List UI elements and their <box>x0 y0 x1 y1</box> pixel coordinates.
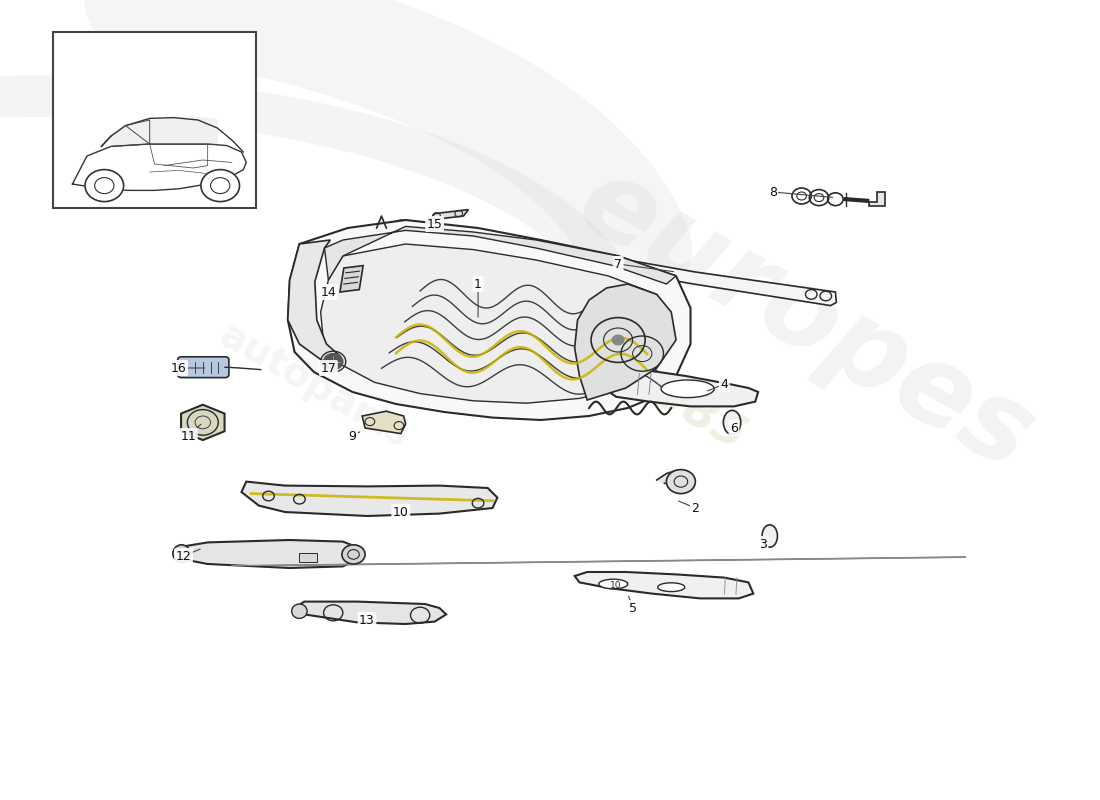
Polygon shape <box>241 482 497 516</box>
Polygon shape <box>288 240 340 364</box>
Polygon shape <box>73 144 246 190</box>
Circle shape <box>613 335 624 345</box>
Text: 13: 13 <box>359 614 375 626</box>
Circle shape <box>342 545 365 564</box>
Text: 5: 5 <box>628 602 637 614</box>
Polygon shape <box>150 118 218 144</box>
Text: 4: 4 <box>720 378 728 390</box>
Polygon shape <box>320 244 671 403</box>
Polygon shape <box>295 602 447 624</box>
Text: 9: 9 <box>349 430 356 442</box>
Polygon shape <box>324 226 676 284</box>
Ellipse shape <box>661 380 714 398</box>
Text: 6: 6 <box>730 422 738 434</box>
Polygon shape <box>574 284 676 400</box>
Text: 14: 14 <box>320 286 337 298</box>
Polygon shape <box>288 220 691 420</box>
Text: 17: 17 <box>320 362 337 374</box>
Circle shape <box>85 170 123 202</box>
Text: 10: 10 <box>393 506 409 518</box>
FancyBboxPatch shape <box>299 553 317 562</box>
Text: 16: 16 <box>170 362 187 374</box>
Text: autoparts: autoparts <box>212 316 417 456</box>
Text: 2: 2 <box>692 502 700 514</box>
Text: 12: 12 <box>176 550 191 562</box>
Polygon shape <box>869 192 884 206</box>
Text: 10: 10 <box>610 581 621 590</box>
Polygon shape <box>111 120 150 146</box>
Text: 8: 8 <box>769 186 777 198</box>
FancyBboxPatch shape <box>178 357 229 378</box>
Polygon shape <box>362 411 406 434</box>
Ellipse shape <box>173 545 190 562</box>
Polygon shape <box>370 220 836 306</box>
FancyBboxPatch shape <box>53 32 256 208</box>
Circle shape <box>201 170 240 202</box>
Circle shape <box>667 470 695 494</box>
Text: 15: 15 <box>427 218 442 230</box>
Text: 1: 1 <box>474 278 482 290</box>
Polygon shape <box>430 210 469 220</box>
Ellipse shape <box>658 582 685 592</box>
Text: 11: 11 <box>180 430 196 442</box>
Ellipse shape <box>292 604 307 618</box>
Polygon shape <box>657 470 685 486</box>
Polygon shape <box>574 572 754 598</box>
Ellipse shape <box>724 410 740 434</box>
Ellipse shape <box>598 579 628 589</box>
Polygon shape <box>182 405 224 440</box>
Polygon shape <box>604 368 758 406</box>
Ellipse shape <box>762 525 778 547</box>
Circle shape <box>323 354 343 370</box>
Polygon shape <box>178 540 358 568</box>
Text: europes: europes <box>560 147 1053 493</box>
Text: 3: 3 <box>759 538 767 550</box>
Text: since 1985: since 1985 <box>483 276 754 458</box>
Text: 7: 7 <box>614 258 623 270</box>
Polygon shape <box>340 266 363 292</box>
